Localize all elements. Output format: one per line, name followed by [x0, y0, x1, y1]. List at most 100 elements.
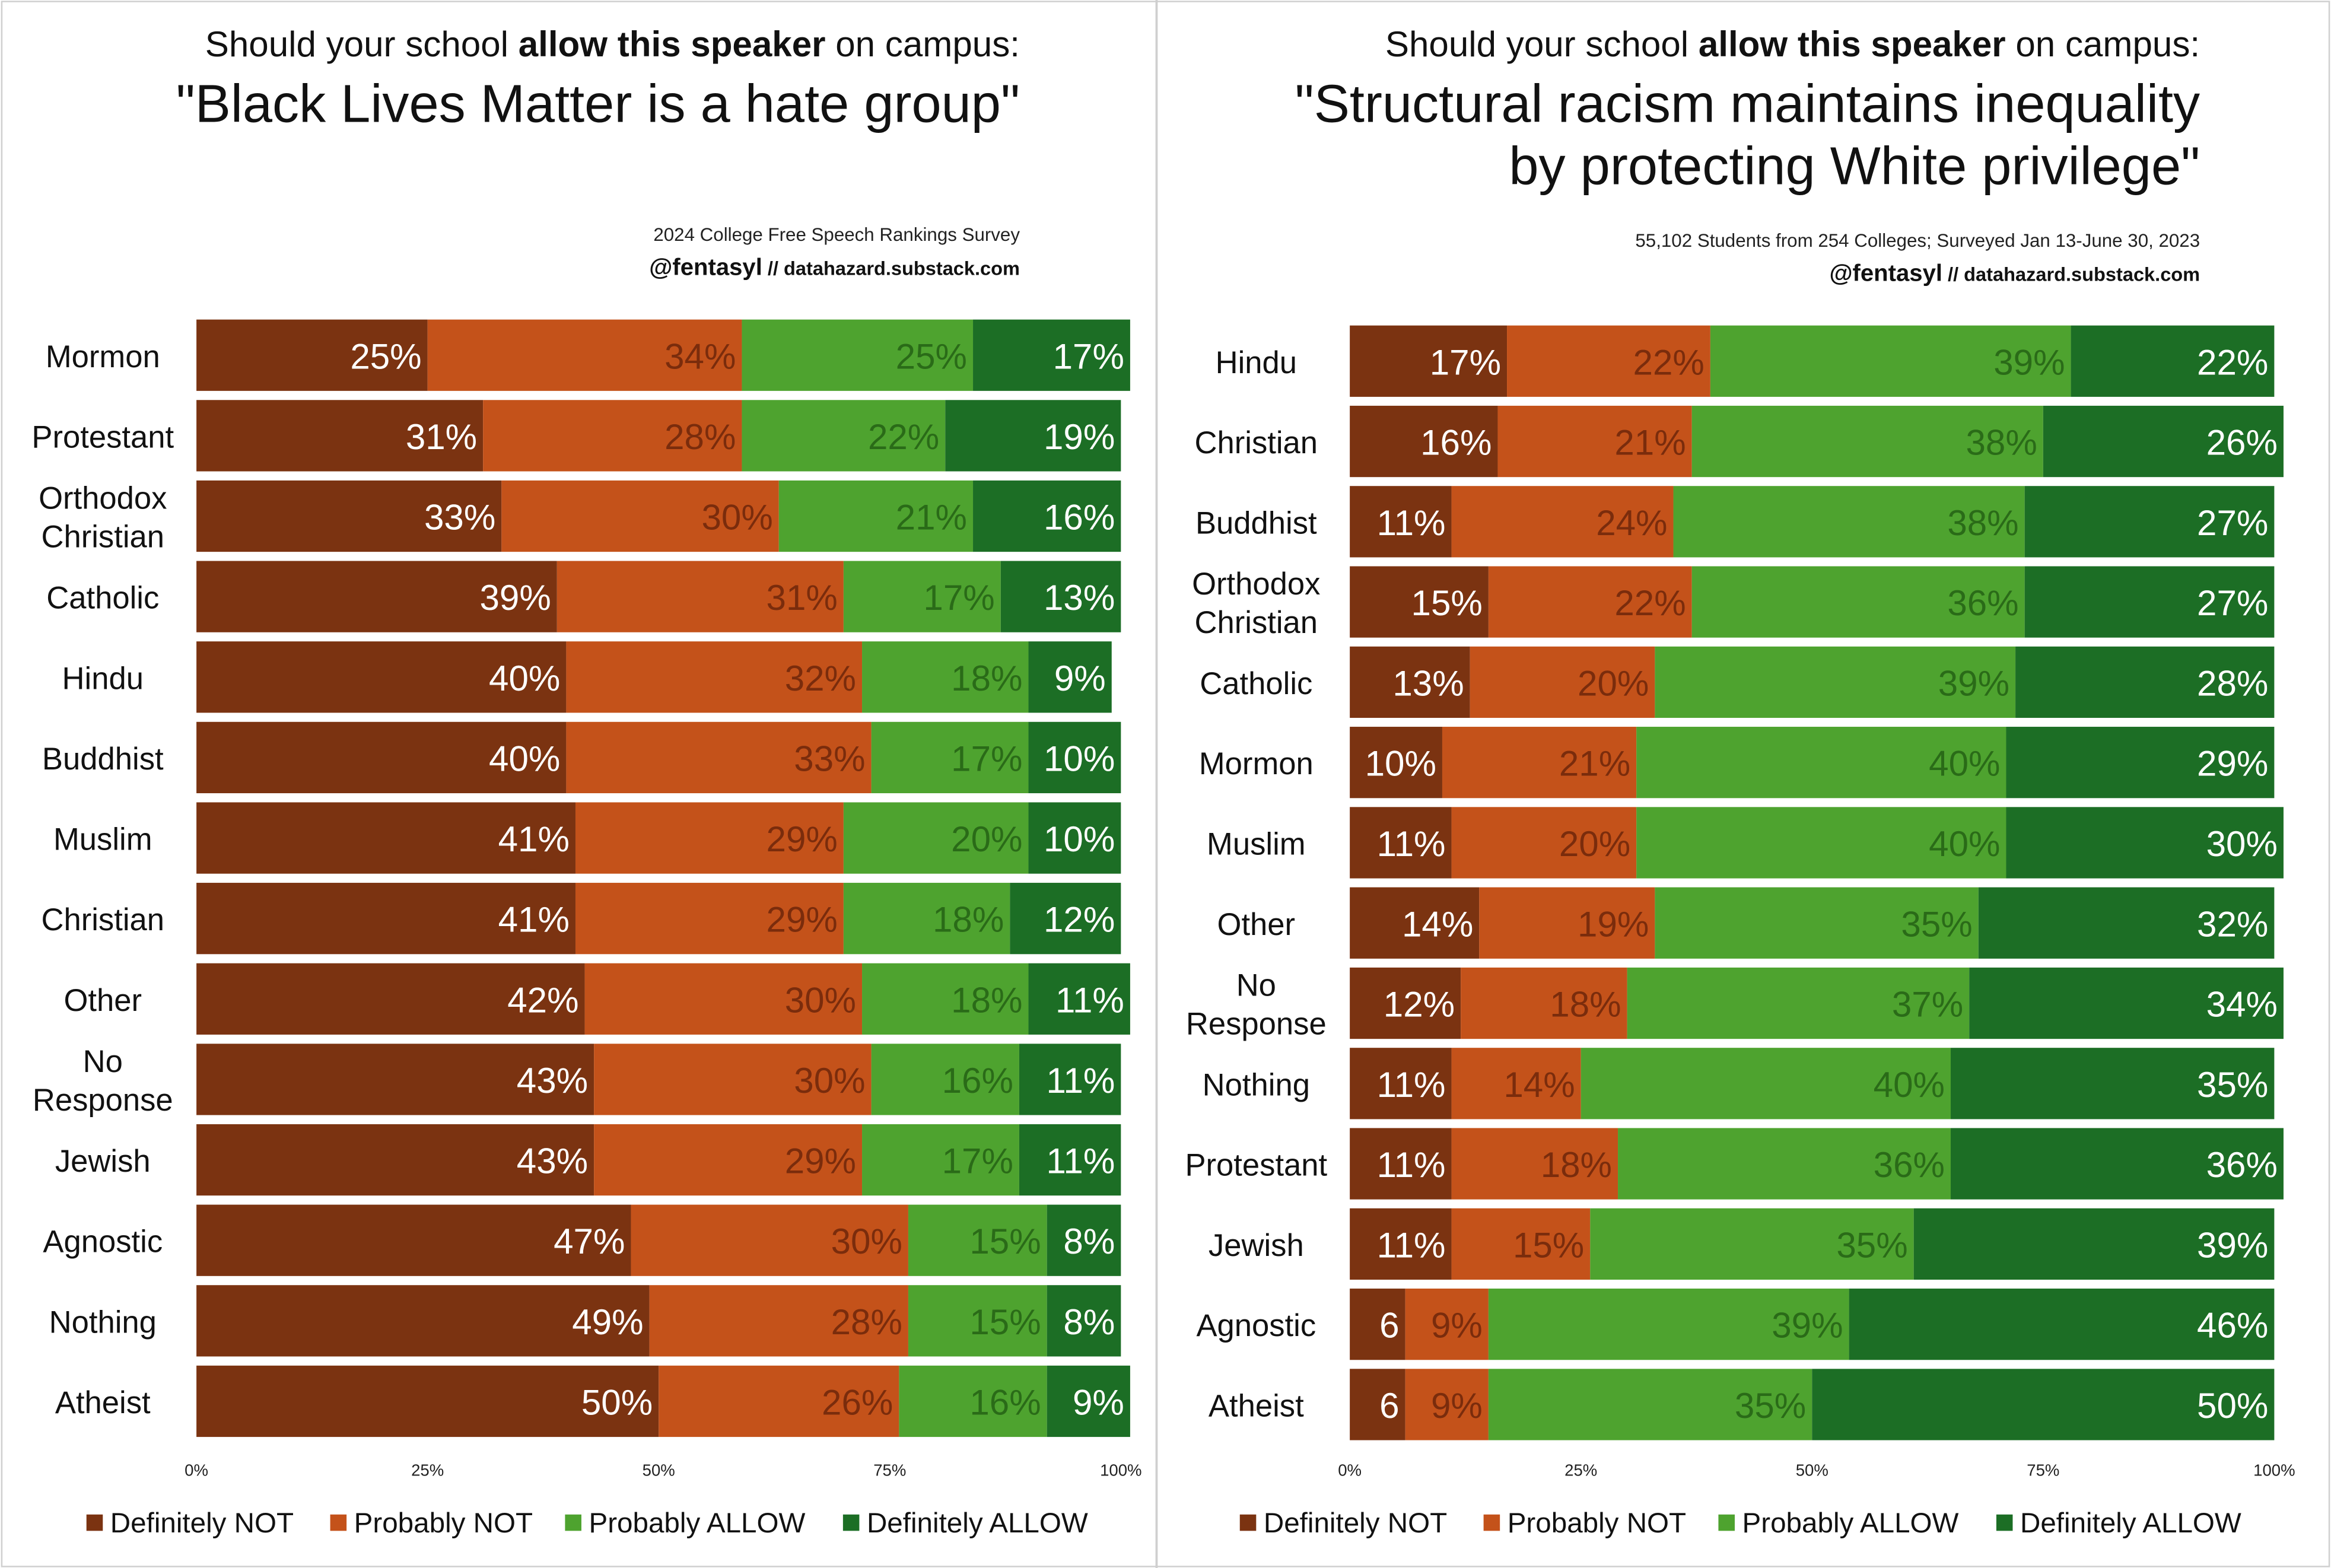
bar-label-probably-not: 31% — [767, 578, 838, 618]
category-label: Jewish — [55, 1144, 151, 1179]
legend-label-definitely-allow: Definitely ALLOW — [867, 1507, 1088, 1539]
bar-row: 47% 30% 15% 8% Agnostic — [43, 1204, 1121, 1276]
bar-row: 40% 32% 18% 9% Hindu — [62, 641, 1112, 713]
category-label: Buddhist — [42, 742, 164, 777]
bar-row: 41% 29% 18% 12% Christian — [42, 883, 1121, 955]
bar-probably-not — [1451, 486, 1674, 558]
bar-label-probably-allow: 37% — [1892, 985, 1963, 1025]
bar-label-probably-not: 32% — [785, 659, 856, 698]
bar-label-probably-not: 28% — [831, 1302, 902, 1342]
category-label: Christian — [1195, 425, 1318, 460]
bar-label-definitely-allow: 9% — [1054, 659, 1106, 698]
bar-row: 13% 20% 39% 28% Catholic — [1200, 646, 2275, 718]
bar-label-probably-allow: 39% — [1938, 663, 2009, 703]
bar-probably-allow — [843, 883, 1010, 955]
bar-label-definitely-allow: 50% — [2197, 1386, 2268, 1426]
legend-label-definitely-not: Definitely NOT — [110, 1507, 294, 1539]
category-label: Orthodox — [39, 481, 167, 516]
bar-definitely-allow — [1849, 1289, 2275, 1360]
bar-probably-not — [594, 1044, 872, 1115]
bar-definitely-allow — [1028, 802, 1121, 874]
category-label: Nothing — [1203, 1067, 1310, 1102]
category-label: Mormon — [46, 339, 160, 374]
bar-row: 33% 30% 21% 16% Orthodox Christian — [39, 480, 1121, 555]
bar-probably-not — [566, 641, 863, 713]
bar-definitely-not — [1350, 486, 1452, 558]
bar-probably-allow — [862, 963, 1029, 1035]
bar-label-probably-not: 33% — [794, 739, 865, 778]
credit-line: @fentasyl // datahazard.substack.com — [1829, 260, 2200, 286]
legend-swatch-probably-not — [330, 1514, 347, 1531]
bar-label-probably-allow: 40% — [1929, 824, 2000, 864]
bar-label-probably-not: 19% — [1578, 904, 1649, 944]
bar-label-probably-not: 28% — [664, 417, 736, 457]
bar-label-probably-not: 18% — [1541, 1145, 1612, 1185]
category-label: Protestant — [1185, 1148, 1327, 1183]
bar-probably-allow — [871, 1044, 1019, 1115]
bar-label-probably-not: 14% — [1503, 1065, 1575, 1105]
bar-label-probably-not: 20% — [1559, 824, 1630, 864]
bar-definitely-allow — [2024, 566, 2275, 638]
bar-probably-not — [575, 883, 844, 955]
bar-probably-not — [1451, 1208, 1591, 1280]
bar-definitely-allow — [973, 319, 1130, 391]
chart-title: Should your school allow this speaker on… — [205, 24, 1020, 64]
bar-label-probably-allow: 17% — [923, 578, 994, 618]
bar-probably-not — [659, 1365, 899, 1437]
title-prefix: Should your school — [1385, 24, 1699, 64]
bar-label-definitely-allow: 26% — [2206, 423, 2278, 463]
category-label: Nothing — [49, 1305, 157, 1340]
bar-label-probably-allow: 39% — [1993, 342, 2065, 382]
bar-label-probably-not: 29% — [785, 1141, 856, 1181]
legend-label-probably-not: Probably NOT — [1508, 1507, 1686, 1539]
bar-definitely-allow — [2006, 807, 2284, 879]
bar-probably-allow — [843, 802, 1029, 874]
bar-probably-allow — [908, 1204, 1047, 1276]
bar-definitely-allow — [1047, 1204, 1121, 1276]
bar-row: 43% 29% 17% 11% Jewish — [55, 1124, 1121, 1196]
bar-definitely-not — [1350, 566, 1489, 638]
bar-label-definitely-not: 41% — [498, 819, 570, 859]
bar-label-definitely-allow: 27% — [2197, 583, 2268, 623]
bar-definitely-not — [196, 480, 502, 552]
bar-probably-not — [594, 1124, 863, 1196]
bar-probably-allow — [742, 319, 974, 391]
bar-probably-allow — [1655, 646, 2016, 718]
bar-definitely-not — [1350, 646, 1470, 718]
bar-label-probably-allow: 35% — [1901, 904, 1972, 944]
bar-label-probably-allow: 15% — [969, 1302, 1041, 1342]
bar-definitely-allow — [945, 400, 1121, 472]
category-label: Hindu — [62, 661, 144, 696]
bar-label-probably-allow: 36% — [1874, 1145, 1945, 1185]
bar-label-definitely-not: 11% — [1377, 1145, 1446, 1185]
bar-row: 11% 15% 35% 39% Jewish — [1209, 1208, 2275, 1280]
bar-label-probably-allow: 38% — [1947, 503, 2018, 543]
category-label: Other — [63, 983, 142, 1018]
legend-swatch-probably-allow — [1718, 1514, 1735, 1531]
category-label: Protestant — [31, 419, 174, 454]
bar-definitely-not — [196, 1204, 631, 1276]
bar-probably-allow — [1590, 1208, 1914, 1280]
bar-definitely-not — [1350, 325, 1508, 397]
bar-label-definitely-allow: 35% — [2197, 1065, 2268, 1105]
x-tick-label: 75% — [873, 1461, 906, 1480]
source-note: 2024 College Free Speech Rankings Survey — [653, 224, 1020, 245]
bar-label-definitely-not: 43% — [517, 1141, 588, 1181]
bar-definitely-not — [1350, 1048, 1452, 1119]
credit-site: // datahazard.substack.com — [1942, 263, 2200, 285]
bar-label-probably-allow: 21% — [896, 498, 967, 537]
category-label: Atheist — [1209, 1388, 1304, 1423]
bar-label-definitely-allow: 9% — [1073, 1383, 1124, 1423]
bar-label-definitely-allow: 46% — [2197, 1306, 2268, 1346]
bar-row: 11% 24% 38% 27% Buddhist — [1195, 486, 2275, 558]
bar-label-probably-not: 22% — [1633, 342, 1704, 382]
bar-row: 42% 30% 18% 11% Other — [63, 963, 1130, 1035]
legend-label-probably-allow: Probably ALLOW — [1742, 1507, 1959, 1539]
bar-label-definitely-not: 42% — [507, 980, 578, 1020]
bar-row: 43% 30% 16% 11% No Response — [33, 1044, 1121, 1118]
bar-definitely-not — [1350, 405, 1498, 478]
bar-label-definitely-not: 11% — [1377, 1065, 1446, 1105]
bar-definitely-allow — [1000, 561, 1121, 632]
